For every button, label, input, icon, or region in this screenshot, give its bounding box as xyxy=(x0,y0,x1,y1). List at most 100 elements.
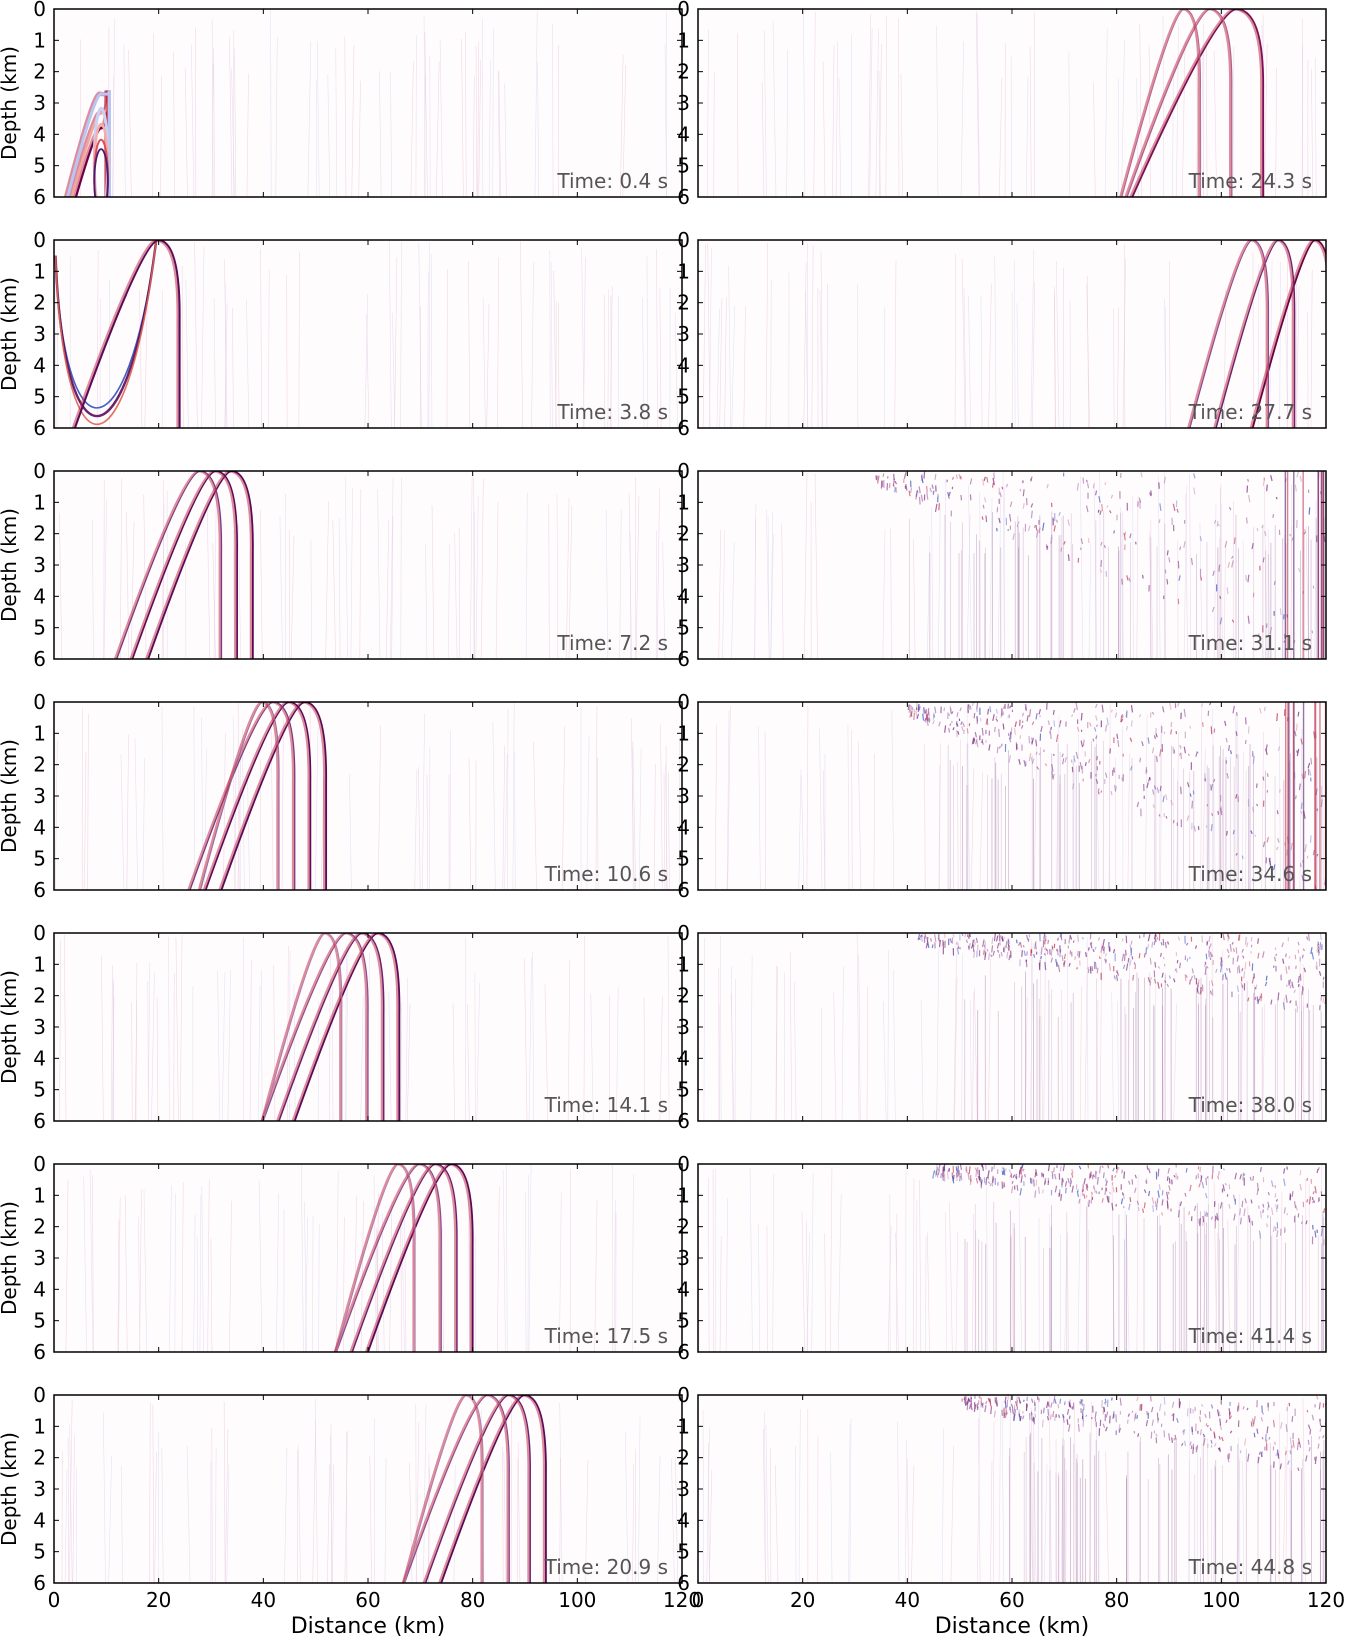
faint-trace xyxy=(719,1236,722,1352)
coda-streak xyxy=(1110,790,1113,796)
faint-trace xyxy=(1207,776,1210,890)
coda-streak xyxy=(908,490,911,497)
faint-trace xyxy=(406,1004,411,1121)
time-label: Time: 27.7 s xyxy=(1188,400,1312,424)
coda-streak xyxy=(1161,1190,1164,1196)
wavefront xyxy=(440,1395,547,1583)
coda-streak xyxy=(1164,941,1167,949)
faint-trace xyxy=(327,74,331,197)
coda-streak xyxy=(1297,941,1300,946)
coda-streak xyxy=(907,704,910,711)
coda-streak xyxy=(1032,1417,1035,1423)
faint-trace xyxy=(713,72,715,197)
coda-streak xyxy=(1258,1230,1262,1239)
coda-streak xyxy=(1011,1180,1014,1185)
faint-trace xyxy=(279,517,283,659)
faint-trace xyxy=(913,539,916,659)
wavefront-halo xyxy=(129,471,238,659)
faint-trace xyxy=(312,1215,314,1352)
coda-streak xyxy=(1137,1207,1140,1212)
coda-streak xyxy=(956,722,959,727)
time-label: Time: 38.0 s xyxy=(1188,1093,1312,1117)
faint-trace xyxy=(1001,1400,1005,1583)
coda-streak xyxy=(1159,749,1162,757)
faint-trace xyxy=(312,1420,317,1583)
y-axis-label: Depth (km) xyxy=(0,1432,21,1546)
faint-trace xyxy=(900,73,903,197)
faint-trace xyxy=(1285,1404,1288,1583)
coda-streak xyxy=(1209,951,1213,958)
y-tick-label: 0 xyxy=(677,921,690,945)
faint-trace xyxy=(970,1000,972,1121)
faint-trace xyxy=(1060,1416,1064,1583)
faint-trace xyxy=(949,1202,953,1352)
wavefront xyxy=(351,1164,458,1352)
faint-trace xyxy=(841,966,844,1121)
faint-trace xyxy=(1108,771,1111,890)
coda-streak xyxy=(998,746,1002,749)
coda-streak xyxy=(948,491,951,497)
y-tick-label: 3 xyxy=(33,322,46,346)
faint-trace xyxy=(976,13,980,197)
faint-trace xyxy=(124,1195,128,1352)
coda-streak xyxy=(991,945,994,953)
faint-trace xyxy=(1203,45,1205,197)
y-tick-label: 4 xyxy=(677,122,690,146)
coda-streak xyxy=(1250,1199,1253,1204)
faint-trace xyxy=(1242,1460,1245,1583)
faint-trace xyxy=(953,953,957,1121)
coda-streak xyxy=(892,478,896,486)
coda-streak xyxy=(1227,1454,1230,1463)
faint-trace xyxy=(832,45,835,197)
coda-streak xyxy=(962,729,965,735)
faint-trace xyxy=(972,992,975,1121)
coda-streak xyxy=(892,484,896,488)
wavefront xyxy=(1131,9,1265,197)
coda-streak xyxy=(986,476,989,483)
coda-streak xyxy=(1213,519,1217,524)
coda-streak xyxy=(1295,1205,1298,1211)
faint-trace xyxy=(997,490,1002,659)
coda-streak xyxy=(1224,1182,1228,1186)
coda-streak xyxy=(1052,1411,1055,1418)
coda-streak xyxy=(1314,1185,1317,1194)
coda-streak xyxy=(1212,570,1215,577)
faint-trace xyxy=(1063,1440,1066,1583)
coda-streak xyxy=(1171,1413,1174,1417)
coda-streak xyxy=(1256,1188,1259,1196)
coda-streak xyxy=(1033,524,1037,528)
faint-trace xyxy=(453,1464,456,1583)
faint-trace xyxy=(938,507,941,659)
coda-streak xyxy=(1182,1429,1185,1433)
coda-streak xyxy=(1297,1438,1301,1444)
faint-trace xyxy=(486,303,490,428)
coda-streak xyxy=(1310,757,1313,765)
faint-trace xyxy=(206,502,211,659)
faint-trace xyxy=(364,293,369,428)
coda-streak xyxy=(1112,1167,1115,1172)
faint-trace xyxy=(260,969,263,1121)
coda-streak xyxy=(1216,1212,1219,1221)
coda-streak xyxy=(956,723,959,727)
coda-streak xyxy=(1246,1407,1249,1411)
faint-trace xyxy=(1032,1415,1037,1583)
coda-streak xyxy=(1292,1439,1295,1448)
coda-streak xyxy=(1284,1450,1287,1456)
coda-streak xyxy=(1035,739,1038,747)
faint-trace xyxy=(461,39,464,197)
faint-trace xyxy=(186,1446,191,1583)
faint-trace xyxy=(1212,708,1216,890)
faint-trace xyxy=(142,758,145,890)
faint-trace xyxy=(1061,989,1063,1121)
coda-streak xyxy=(943,1164,946,1172)
coda-streak xyxy=(1033,953,1036,958)
coda-streak xyxy=(1219,807,1223,816)
coda-streak xyxy=(1202,722,1204,727)
faint-trace xyxy=(1213,1181,1218,1352)
faint-trace xyxy=(915,1200,918,1352)
faint-trace xyxy=(325,500,329,659)
coda-streak xyxy=(1201,703,1204,707)
coda-streak xyxy=(1261,525,1264,529)
faint-trace xyxy=(257,985,261,1121)
coda-streak xyxy=(1147,1190,1151,1197)
